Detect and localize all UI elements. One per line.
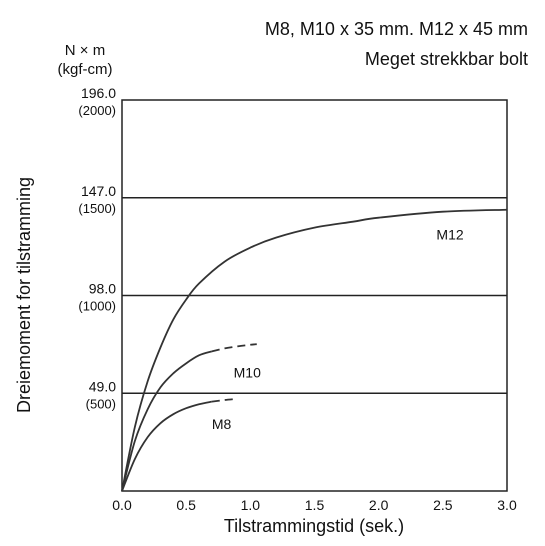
y-tick-label: 98.0 xyxy=(89,281,116,297)
x-tick-label: 0.0 xyxy=(112,497,132,513)
y-tick-sublabel: (1500) xyxy=(78,201,116,216)
series-label-m12: M12 xyxy=(436,227,463,243)
x-tick-label: 1.0 xyxy=(241,497,261,513)
y-unit-label: N × m xyxy=(65,42,105,59)
x-axis-title: Tilstrammingstid (sek.) xyxy=(224,516,404,536)
x-tick-label: 2.0 xyxy=(369,497,389,513)
y-tick-label: 49.0 xyxy=(89,378,116,394)
y-tick-sublabel: (1000) xyxy=(78,299,116,314)
x-tick-label: 0.5 xyxy=(176,497,196,513)
series-line-m12 xyxy=(121,208,508,492)
y-tick-sublabel: (500) xyxy=(86,396,116,411)
series-line-m8 xyxy=(121,400,213,492)
x-tick-label: 2.5 xyxy=(433,497,453,513)
x-tick-label: 3.0 xyxy=(497,497,517,513)
series-label-m8: M8 xyxy=(212,416,232,432)
series-line-m10 xyxy=(121,350,213,492)
x-tick-label: 1.5 xyxy=(305,497,325,513)
chart-title: M8, M10 x 35 mm. M12 x 45 mm xyxy=(265,19,528,39)
series-dashed-m10 xyxy=(211,343,257,353)
series-dashed-m8 xyxy=(211,397,238,403)
chart-subtitle: Meget strekkbar bolt xyxy=(365,49,528,69)
y-axis-title: Dreiemoment for tilstramming xyxy=(14,177,34,413)
y-tick-label: 196.0 xyxy=(81,85,116,101)
y-unit-alt-label: (kgf-cm) xyxy=(58,61,113,78)
plot-area: 49.0 (500) 98.0 (1000) 147.0 (1500) 196.0 (2000… xyxy=(78,85,517,513)
y-tick-label: 147.0 xyxy=(81,183,116,199)
y-tick-sublabel: (2000) xyxy=(78,103,116,118)
series-label-m10: M10 xyxy=(234,364,261,380)
